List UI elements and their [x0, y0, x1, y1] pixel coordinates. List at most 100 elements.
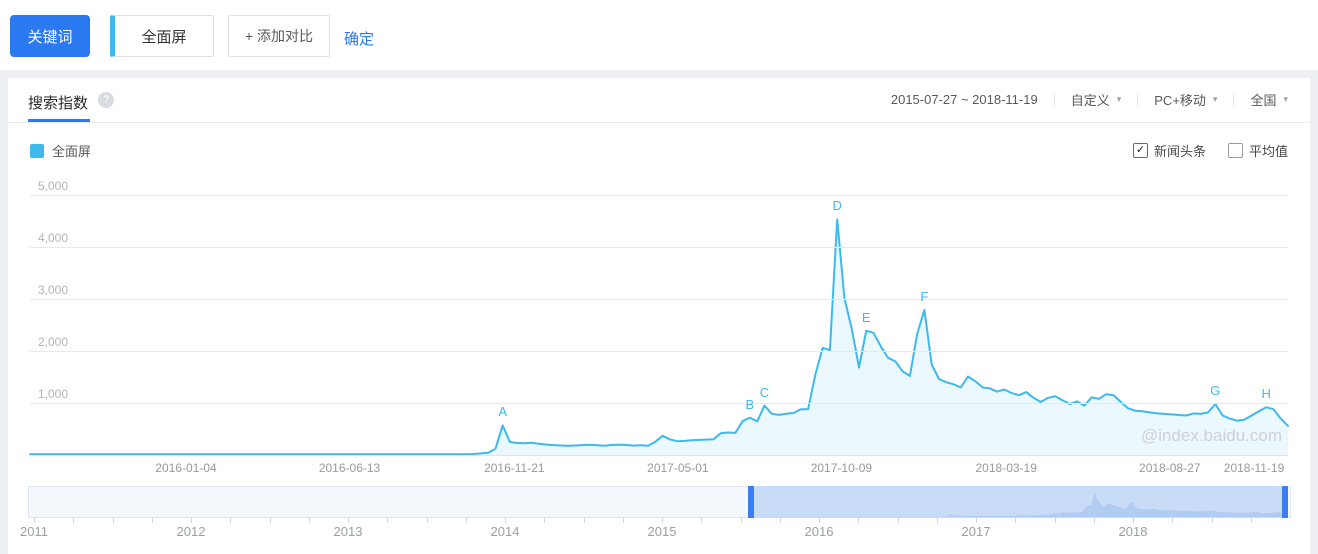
peak-marker-B[interactable]: B — [745, 396, 755, 412]
timeline-tick — [623, 518, 624, 523]
timeline-tick — [1133, 518, 1134, 523]
checkbox-label: 新闻头条 — [1153, 144, 1206, 159]
legend-checkboxes: ✓ 新闻头条 平均值 — [1132, 141, 1288, 160]
peak-marker-C[interactable]: C — [759, 384, 770, 400]
timeline-year-label: 2012 — [176, 524, 206, 539]
tab-search-index[interactable]: 搜索指数 — [28, 95, 89, 112]
series-line[interactable] — [29, 218, 1289, 456]
timeline-tick — [701, 518, 702, 523]
timeline-tick — [780, 518, 781, 523]
timeline-year-label: 2014 — [490, 524, 520, 539]
timeline-year-label: 2018 — [1118, 524, 1148, 539]
slider-left-handle[interactable] — [748, 486, 754, 518]
question-icon[interactable]: ? — [98, 92, 114, 108]
timeline-tick — [230, 518, 231, 523]
timeline-tick — [348, 518, 349, 523]
trend-line-svg[interactable] — [29, 175, 1289, 456]
timeline-tick — [466, 518, 467, 523]
region-dropdown[interactable]: 全国 ▾ — [1250, 90, 1288, 109]
gridline — [30, 403, 1288, 404]
timeline-tick — [1172, 518, 1173, 523]
timeline-tick — [898, 518, 899, 523]
gridline — [30, 351, 1288, 352]
timeline-tick — [1212, 518, 1213, 523]
y-axis-tick-label: 4,000 — [38, 231, 69, 245]
y-axis-tick-label: 1,000 — [38, 387, 69, 401]
add-compare-button[interactable]: + 添加对比 — [228, 15, 330, 57]
timeline-tick — [505, 518, 506, 523]
chart-controls: 2015-07-27 ~ 2018-11-19 自定义 ▾ PC+移动 ▾ 全国… — [891, 90, 1288, 109]
timeline-tick — [152, 518, 153, 523]
checkbox-label: 平均值 — [1248, 144, 1288, 159]
peak-marker-D[interactable]: D — [832, 198, 842, 214]
timeline-tick — [113, 518, 114, 523]
timeline-slider: 2011 2012 2013 2014 2015 2016 2017 2018 — [8, 78, 1310, 554]
x-axis-line — [30, 455, 1288, 456]
slider-mini-chart — [748, 491, 1288, 517]
slider-right-handle[interactable] — [1282, 486, 1288, 518]
trend-chart[interactable]: @index.baidu.com 1,000 2,000 3,000 4,000 5,0… — [8, 78, 1310, 554]
peak-marker-H[interactable]: H — [1261, 386, 1271, 402]
timeline-tick — [858, 518, 859, 523]
tab-bar-divider — [8, 122, 1310, 123]
timeline-tick — [662, 518, 663, 523]
x-axis-tick-label: 2018-11-19 — [1223, 461, 1285, 475]
checkbox-unchecked-icon[interactable] — [1227, 143, 1243, 158]
x-axis-tick-label: 2017-10-09 — [810, 461, 873, 475]
timeline-tick — [1015, 518, 1016, 523]
divider — [1233, 92, 1235, 107]
device-label: PC+移动 — [1154, 93, 1206, 108]
divider — [1053, 92, 1055, 107]
timeline-year-label: 2015 — [647, 524, 677, 539]
timeline-year-label: 2017 — [961, 524, 991, 539]
timeline-tick — [1251, 518, 1252, 523]
legend-swatch — [30, 143, 44, 158]
x-axis-tick-label: 2017-05-01 — [647, 461, 709, 475]
y-axis-tick-label: 5,000 — [38, 179, 69, 193]
range-mode-dropdown[interactable]: 自定义 ▾ — [1071, 90, 1122, 109]
checkbox-checked-icon[interactable]: ✓ — [1132, 143, 1148, 158]
date-range-label: 2015-07-27 ~ 2018-11-19 — [890, 92, 1038, 107]
peak-marker-E[interactable]: E — [861, 309, 871, 325]
checkbox-新闻头条[interactable]: ✓ 新闻头条 — [1132, 141, 1206, 160]
caret-down-icon: ▾ — [1116, 94, 1122, 104]
timeline-tick — [1094, 518, 1095, 523]
gridline — [30, 299, 1288, 300]
timeline-tick — [309, 518, 310, 523]
timeline-tick — [937, 518, 938, 523]
keyword-chip-label: 全面屏 — [141, 28, 187, 46]
timeline-tick — [270, 518, 271, 523]
timeline-tick — [976, 518, 977, 523]
date-range-control[interactable]: 2015-07-27 ~ 2018-11-19 — [891, 92, 1038, 107]
timeline-tick — [544, 518, 545, 523]
checkbox-平均值[interactable]: 平均值 — [1227, 141, 1288, 160]
slider-selection[interactable] — [748, 486, 1288, 518]
series-legend: 全面屏 — [30, 141, 91, 160]
divider — [1137, 92, 1139, 107]
device-dropdown[interactable]: PC+移动 ▾ — [1154, 90, 1217, 109]
timeline-year-label: 2016 — [804, 524, 834, 539]
caret-down-icon: ▾ — [1283, 94, 1288, 104]
x-axis-tick-label: 2018-08-27 — [1139, 461, 1201, 475]
timeline-tick — [1055, 518, 1056, 523]
peak-marker-G[interactable]: G — [1210, 383, 1221, 399]
y-axis-tick-label: 2,000 — [38, 335, 69, 349]
series-area-fill — [30, 219, 1288, 455]
gridline — [30, 247, 1288, 248]
timeline-tick — [387, 518, 388, 523]
active-tab-underline — [28, 119, 90, 122]
timeline-tick — [191, 518, 192, 523]
keyword-chip[interactable]: 全面屏 — [110, 15, 214, 57]
main-panel: 搜索指数 ? 2015-07-27 ~ 2018-11-19 自定义 ▾ PC+… — [8, 78, 1310, 554]
peak-marker-F[interactable]: F — [920, 288, 929, 304]
x-axis-tick-label: 2016-11-21 — [484, 461, 545, 475]
timeline-tick — [584, 518, 585, 523]
caret-down-icon: ▾ — [1212, 94, 1218, 104]
keyword-button[interactable]: 关键词 — [10, 15, 90, 57]
y-axis-tick-label: 3,000 — [38, 283, 69, 297]
timeline-tick — [741, 518, 742, 523]
top-bar: 关键词 全面屏 + 添加对比 确定 — [0, 0, 1318, 70]
confirm-link[interactable]: 确定 — [344, 31, 375, 48]
peak-marker-A[interactable]: A — [498, 404, 507, 420]
